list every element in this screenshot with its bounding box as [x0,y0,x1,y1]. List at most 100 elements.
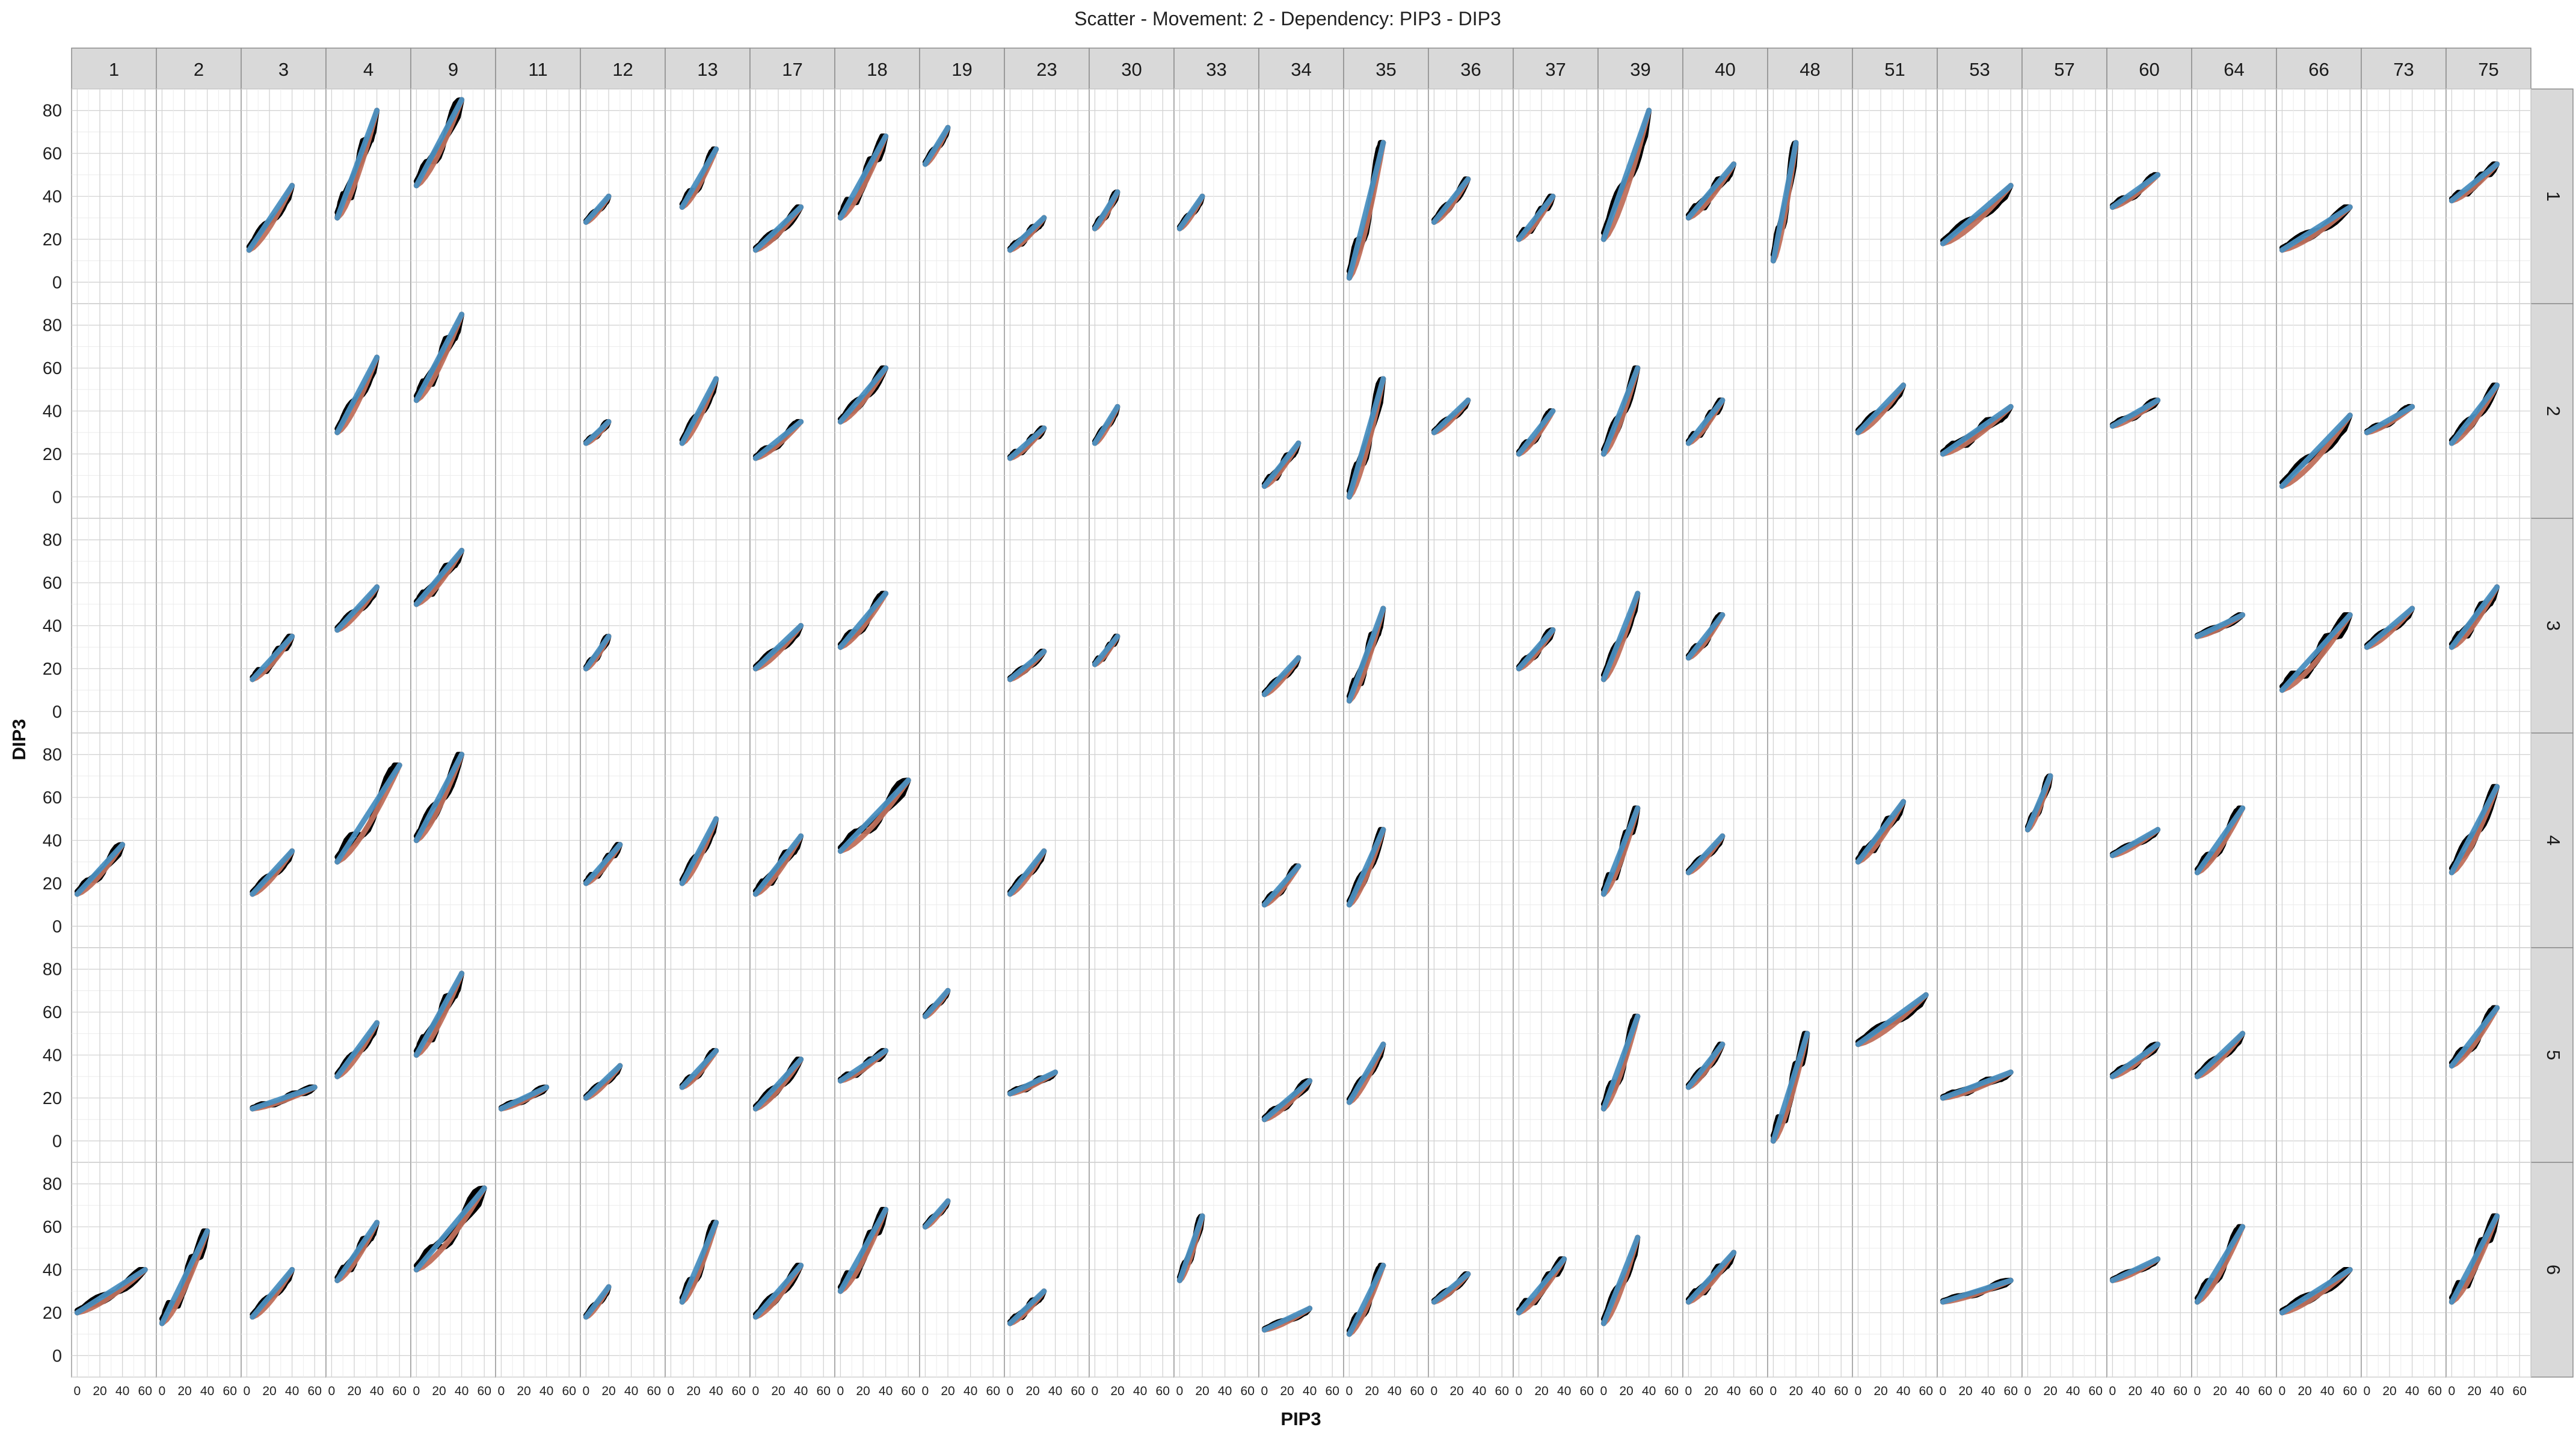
column-strip [1004,48,1090,90]
panel-series [1685,161,1737,221]
x-tick-label: 0 [1176,1384,1184,1398]
facet-panel [1513,518,1599,734]
panel-series [1346,376,1386,500]
panel-series [837,1207,889,1294]
linear-fit-line [1855,382,1907,435]
y-tick-label: 20 [43,1089,62,1108]
x-tick-label: 40 [2490,1384,2504,1398]
x-tick-label: 60 [223,1384,237,1398]
facet-panel [1004,88,1090,304]
panel-series [679,816,719,886]
linear-fit-line [2448,584,2500,650]
facet-panel [1343,947,1429,1163]
panel-grid [71,88,2531,1378]
x-tick-label: 20 [2467,1384,2481,1398]
row-strip-label: 2 [2543,406,2564,416]
column-strip-label: 17 [782,59,802,80]
facet-panel [156,518,242,734]
linear-fit-line [74,842,126,897]
x-tick-label: 60 [647,1384,661,1398]
facet-panel [1682,303,1768,519]
panel-series [583,1284,612,1320]
panel-series [583,419,612,446]
linear-fit-line [2194,1224,2246,1305]
x-axis-title: PIP3 [1280,1408,1321,1429]
panel-series [1092,189,1120,232]
facet-panel [410,947,496,1163]
y-tick-label: 60 [43,574,62,593]
x-tick-label: 20 [1619,1384,1633,1398]
panel-series [159,1228,211,1327]
column-strip-label: 64 [2224,59,2244,80]
facet-panel [919,1162,1005,1378]
facet-panel [2021,947,2107,1163]
x-tick-label: 60 [2343,1384,2357,1398]
x-tick-label: 60 [1750,1384,1763,1398]
linear-fit-line [1007,1069,1059,1097]
loess-fit-line [2279,612,2353,693]
linear-fit-line [1346,606,1386,704]
linear-fit-line [752,1262,804,1320]
x-tick-label: 60 [1580,1384,1594,1398]
facet-panel [2361,88,2447,304]
facet-panel [2276,947,2362,1163]
panel-series [1600,591,1641,683]
linear-fit-line [1007,1288,1047,1327]
facet-panel [665,303,751,519]
linear-fit-line [1516,627,1556,672]
x-tick-label: 0 [1770,1384,1777,1398]
facet-panel [1852,732,1938,948]
facet-panel [2191,1162,2277,1378]
panel-series [1940,1277,2014,1305]
facet-panel [1937,88,2023,304]
y-tick-label: 60 [43,359,62,378]
facet-panel [2276,1162,2362,1378]
panel-series [334,584,380,633]
facet-panel [580,303,666,519]
panel-series [1346,606,1386,704]
x-tick-label: 40 [1303,1384,1317,1398]
panel-series [334,1220,380,1283]
x-tick-label: 20 [1025,1384,1039,1398]
x-tick-label: 40 [794,1384,808,1398]
loess-fit-line [837,778,911,854]
facet-panel [495,1162,581,1378]
x-tick-label: 20 [432,1384,446,1398]
panel-series [1261,655,1302,698]
linear-fit-line [1940,403,2014,457]
x-tick-label: 60 [1326,1384,1339,1398]
linear-fit-line [1346,827,1386,908]
facet-panel [1937,518,2023,734]
linear-fit-line [1940,1277,2014,1305]
column-strip-label: 34 [1291,59,1311,80]
facet-panel [2276,732,2362,948]
panel-series [1516,627,1556,672]
x-tick-label: 40 [285,1384,299,1398]
panel-series [1516,408,1556,457]
panel-series [583,842,623,886]
facet-panel [1513,88,1599,304]
facet-panel [665,518,751,734]
x-tick-label: 40 [2405,1384,2419,1398]
facet-panel [1173,947,1259,1163]
panel-series [413,548,465,607]
facet-panel [156,947,242,1163]
facet-panel [1428,947,1514,1163]
linear-fit-line [1685,397,1726,446]
x-tick-label: 60 [308,1384,322,1398]
linear-fit-line [752,204,804,253]
x-tick-label: 0 [752,1384,760,1398]
facet-panel [1089,732,1175,948]
panel-series [1600,805,1641,897]
linear-fit-line [752,1057,804,1112]
x-tick-label: 60 [562,1384,576,1398]
facet-panel [241,518,327,734]
linear-fit-line [498,1084,550,1112]
column-strip-label: 4 [363,59,373,80]
facet-panel [410,303,496,519]
facet-panel [580,947,666,1163]
panel-series [922,124,951,167]
x-tick-label: 40 [1981,1384,1995,1398]
linear-fit-line [583,1063,623,1101]
y-tick-label: 60 [43,1218,62,1237]
